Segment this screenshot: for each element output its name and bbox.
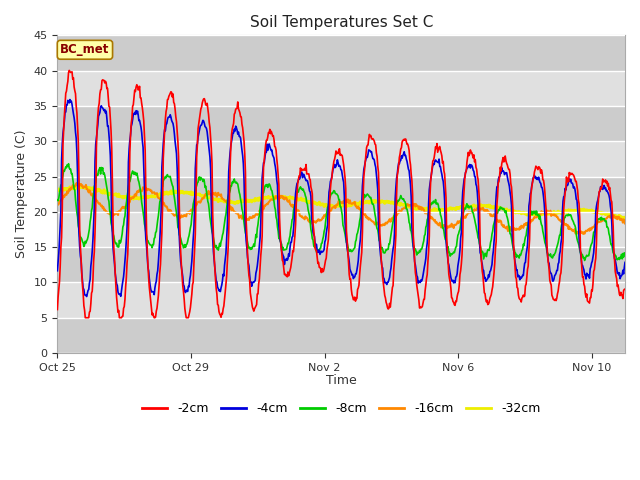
Bar [58,0,625,36]
Legend: -2cm, -4cm, -8cm, -16cm, -32cm: -2cm, -4cm, -8cm, -16cm, -32cm [137,397,545,420]
Text: BC_met: BC_met [60,43,109,56]
X-axis label: Time: Time [326,374,356,387]
Bar [58,36,625,71]
Y-axis label: Soil Temperature (C): Soil Temperature (C) [15,130,28,258]
Title: Soil Temperatures Set C: Soil Temperatures Set C [250,15,433,30]
Bar [58,106,625,141]
Bar [58,177,625,212]
Bar [58,212,625,247]
Bar [58,141,625,177]
Bar [58,282,625,318]
Bar [58,71,625,106]
Bar [58,247,625,282]
Bar [58,318,625,353]
